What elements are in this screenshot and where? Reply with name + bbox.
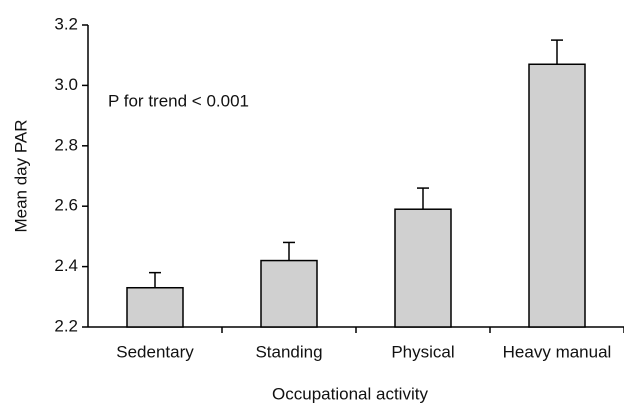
x-tick-label: Heavy manual [503,342,612,361]
x-tick-label: Sedentary [116,342,194,361]
x-tick-label: Standing [255,342,322,361]
x-tick-label: Physical [391,342,454,361]
annotation: P for trend < 0.001 [108,91,249,110]
y-tick-label: 3.2 [54,14,78,33]
y-tick-label: 3.0 [54,75,78,94]
y-tick-label: 2.6 [54,196,78,215]
bar [260,259,318,328]
y-axis-label: Mean day PAR [11,119,30,232]
bar [528,63,586,328]
bar [126,286,184,328]
y-tick-label: 2.8 [54,135,78,154]
x-axis-label: Occupational activity [272,384,428,403]
y-tick-label: 2.2 [54,316,78,335]
y-tick-label: 2.4 [54,256,78,275]
bar [394,208,452,328]
